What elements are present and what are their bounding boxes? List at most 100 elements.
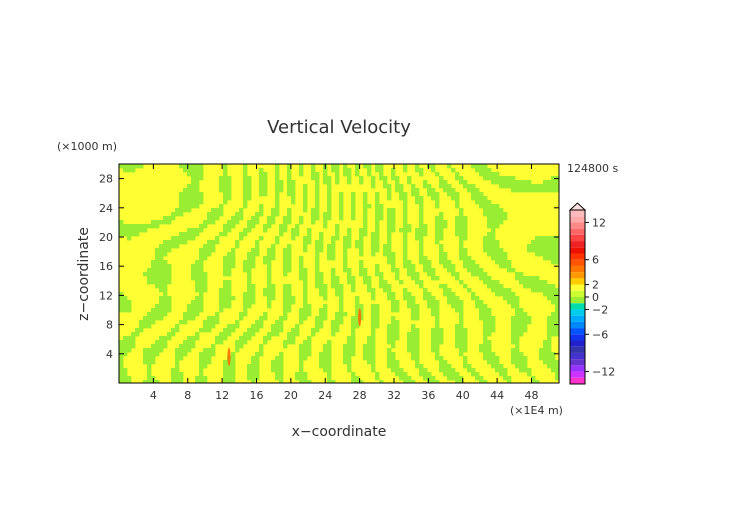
colorbar-tick-label: 12 <box>592 216 606 229</box>
heatmap-cell <box>283 256 288 261</box>
heatmap-cell <box>211 244 216 249</box>
heatmap-cell <box>371 320 376 325</box>
heatmap-cell <box>375 304 380 309</box>
heatmap-cell <box>463 360 468 365</box>
heatmap-cell <box>267 264 272 269</box>
heatmap-cell <box>191 184 196 189</box>
heatmap-cell <box>403 240 408 245</box>
heatmap-cell <box>319 236 324 241</box>
heatmap-cell <box>351 316 356 321</box>
heatmap-cell <box>335 172 340 177</box>
heatmap-cell <box>303 192 308 197</box>
heatmap-cell <box>319 248 324 253</box>
heatmap-cell <box>383 180 388 185</box>
heatmap-cell <box>203 256 208 261</box>
heatmap-cell <box>299 380 304 383</box>
heatmap-cell <box>279 380 284 383</box>
heatmap-cell <box>151 320 156 325</box>
heatmap-cell <box>127 236 132 241</box>
heatmap-cell <box>463 220 468 225</box>
heatmap-cell <box>339 212 344 217</box>
heatmap-cell <box>535 280 540 285</box>
heatmap-cell <box>375 320 380 325</box>
heatmap-cell <box>287 260 292 265</box>
heatmap-cell <box>227 196 232 201</box>
heatmap-cell <box>519 276 524 281</box>
heatmap-cell <box>227 228 232 233</box>
heatmap-cell <box>327 204 332 209</box>
heatmap-cell <box>491 320 496 325</box>
heatmap-cell <box>343 344 348 349</box>
heatmap-cell <box>487 284 492 289</box>
heatmap-cell <box>199 360 204 365</box>
heatmap-cell <box>555 292 559 297</box>
heatmap-cell <box>331 380 336 383</box>
heatmap-cell <box>355 320 360 325</box>
heatmap-cell <box>487 328 492 333</box>
heatmap-cell <box>251 260 256 265</box>
heatmap-cell <box>255 328 260 333</box>
heatmap-cell <box>391 308 396 313</box>
heatmap-cell <box>223 268 228 273</box>
heatmap-cell <box>463 356 468 361</box>
heatmap-cell <box>387 364 392 369</box>
heatmap-cell <box>363 204 368 209</box>
heatmap-cell <box>219 304 224 309</box>
heatmap-cell <box>367 288 372 293</box>
heatmap-cell <box>487 208 492 213</box>
heatmap-cell <box>371 252 376 257</box>
heatmap-cell <box>287 172 292 177</box>
heatmap-cell <box>415 352 420 357</box>
heatmap-cell <box>503 372 508 377</box>
heatmap-cell <box>483 308 488 313</box>
heatmap-cell <box>235 244 240 249</box>
heatmap-cell <box>247 280 252 285</box>
heatmap-cell <box>123 336 128 341</box>
heatmap-cell <box>375 272 380 277</box>
heatmap-cell <box>359 236 364 241</box>
heatmap-cell <box>191 336 196 341</box>
heatmap-cell <box>231 224 236 229</box>
heatmap-cell <box>147 280 152 285</box>
heatmap-cell <box>555 360 559 365</box>
heatmap-cell <box>171 328 176 333</box>
heatmap-cell <box>415 272 420 277</box>
heatmap-cell <box>183 192 188 197</box>
heatmap-cell <box>319 324 324 329</box>
heatmap-cell <box>499 288 504 293</box>
heatmap-cell <box>539 248 544 253</box>
heatmap-cell <box>287 184 292 189</box>
heatmap-cell <box>159 264 164 269</box>
heatmap-cell <box>315 208 320 213</box>
heatmap-cell <box>255 212 260 217</box>
heatmap-cell <box>411 312 416 317</box>
heatmap-cell <box>371 336 376 341</box>
heatmap-cell <box>191 176 196 181</box>
heatmap-cell <box>543 360 548 365</box>
heatmap-cell <box>291 200 296 205</box>
heatmap-cell <box>359 240 364 245</box>
heatmap-cell <box>387 352 392 357</box>
heatmap-cell <box>487 176 492 181</box>
heatmap-cell <box>403 220 408 225</box>
heatmap-cell <box>227 184 232 189</box>
heatmap-cell <box>455 204 460 209</box>
heatmap-cell <box>503 184 508 189</box>
heatmap-cell <box>155 304 160 309</box>
heatmap-cell <box>491 364 496 369</box>
heatmap-cell <box>299 344 304 349</box>
heatmap-cell <box>179 196 184 201</box>
heatmap-cell <box>391 368 396 373</box>
heatmap-cell <box>143 228 148 233</box>
plot-frame <box>118 163 560 384</box>
heatmap-cell <box>151 356 156 361</box>
heatmap-cell <box>179 240 184 245</box>
heatmap-cell <box>199 308 204 313</box>
heatmap-cell <box>255 244 260 249</box>
heatmap-cell <box>351 280 356 285</box>
heatmap-cell <box>423 292 428 297</box>
heatmap-cell <box>199 280 204 285</box>
heatmap-cell <box>359 228 364 233</box>
heatmap-cell <box>227 284 232 289</box>
heatmap-cell <box>391 216 396 221</box>
